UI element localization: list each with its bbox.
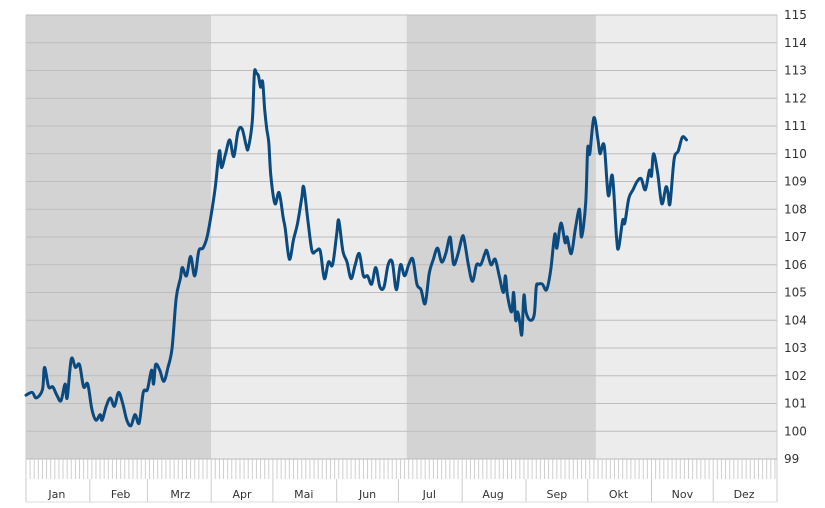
y-tick-label-99: 99: [784, 452, 799, 466]
y-tick-label-111: 111: [784, 119, 807, 133]
y-tick-label-101: 101: [784, 397, 807, 411]
y-tick-label-102: 102: [784, 369, 807, 383]
x-tick-label-mrz: Mrz: [170, 488, 190, 501]
x-tick-label-jun: Jun: [358, 488, 376, 501]
y-tick-label-110: 110: [784, 147, 807, 161]
y-tick-label-114: 114: [784, 36, 807, 50]
y-tick-label-115: 115: [784, 8, 807, 22]
y-tick-label-112: 112: [784, 91, 807, 105]
x-tick-label-okt: Okt: [609, 488, 629, 501]
x-tick-label-sep: Sep: [546, 488, 567, 501]
y-tick-label-105: 105: [784, 286, 807, 300]
y-axis: 99 100 101 102 103 104 105 106 107 108 109 110 111 11…: [784, 8, 807, 466]
series-line-1: [24, 68, 688, 428]
y-tick-label-109: 109: [784, 175, 807, 189]
x-tick-label-apr: Apr: [233, 488, 253, 501]
x-tick-label-nov: Nov: [672, 488, 694, 501]
x-tick-label-dez: Dez: [734, 488, 755, 501]
y-tick-label-106: 106: [784, 258, 807, 272]
series-layer: [24, 68, 688, 428]
x-tick-label-jan: Jan: [47, 488, 65, 501]
x-tick-label-feb: Feb: [111, 488, 130, 501]
y-tick-label-103: 103: [784, 341, 807, 355]
y-tick-label-104: 104: [784, 313, 807, 327]
y-tick-label-107: 107: [784, 230, 807, 244]
y-tick-label-113: 113: [784, 64, 807, 78]
x-axis: Jan Feb Mrz Apr Mai Jun Jul Aug Sep Okt Nov Dez: [25, 458, 777, 503]
x-tick-label-aug: Aug: [482, 488, 503, 501]
y-tick-label-108: 108: [784, 202, 807, 216]
x-tick-label-jul: Jul: [422, 488, 436, 501]
x-tick-label-mai: Mai: [294, 488, 313, 501]
y-tick-label-100: 100: [784, 424, 807, 438]
